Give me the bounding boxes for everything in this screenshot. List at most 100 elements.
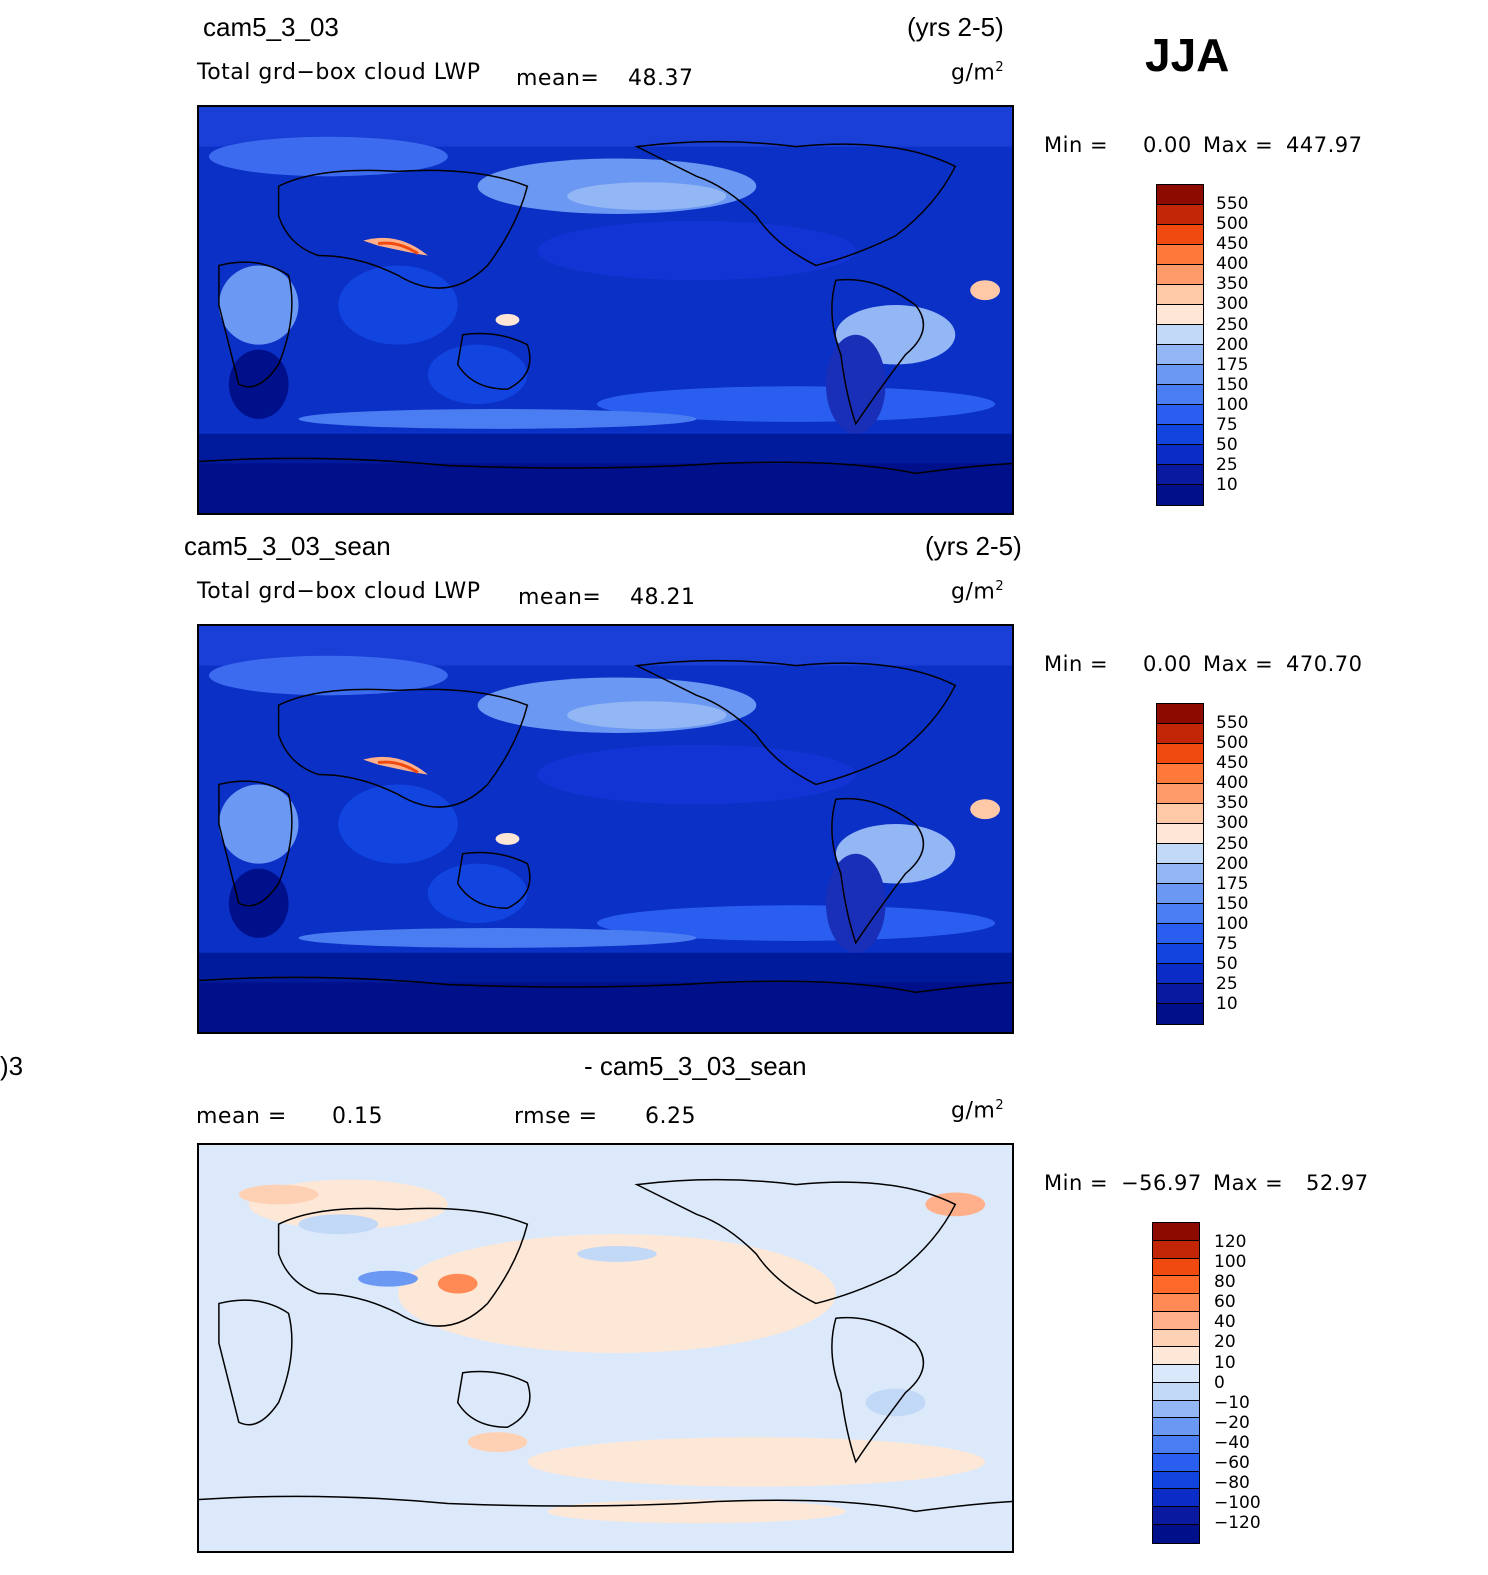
panel3-map-svg <box>199 1145 1012 1551</box>
colorbar-level-label: 50 <box>1216 954 1238 975</box>
colorbar-level-label: 150 <box>1216 893 1249 914</box>
colorbar-segment <box>1157 225 1203 245</box>
colorbar-level-label: 10 <box>1216 994 1238 1015</box>
colorbar-level-label: 200 <box>1216 334 1249 355</box>
colorbar-level-label: 150 <box>1216 374 1249 395</box>
colorbar-segment <box>1157 245 1203 265</box>
panel3-rmse-value: 6.25 <box>645 1104 696 1129</box>
colorbar-segment <box>1157 904 1203 924</box>
colorbar-level-label: −10 <box>1214 1392 1250 1413</box>
panel1-map <box>197 105 1014 515</box>
colorbar-segment <box>1153 1418 1199 1437</box>
colorbar-segment <box>1153 1240 1199 1259</box>
colorbar-level-label: 250 <box>1216 833 1249 854</box>
colorbar-level-label: 40 <box>1214 1312 1236 1333</box>
colorbar-level-label: 60 <box>1214 1292 1236 1313</box>
colorbar-level-label: −40 <box>1214 1432 1250 1453</box>
colorbar-segment <box>1153 1294 1199 1312</box>
colorbar-level-label: 500 <box>1216 214 1249 235</box>
colorbar-segment <box>1157 884 1203 904</box>
season-title: JJA <box>1145 29 1230 81</box>
colorbar-segment <box>1157 964 1203 984</box>
panel2-case-name: cam5_3_03_sean <box>184 531 391 561</box>
panel3-min-value: −56.97 <box>1121 1171 1202 1195</box>
colorbar-level-label: 75 <box>1216 415 1238 436</box>
panel2-units: g/m2 <box>951 579 1005 605</box>
colorbar-segment <box>1157 724 1203 744</box>
colorbar-level-label: 300 <box>1216 294 1249 315</box>
colorbar-segment <box>1157 485 1203 505</box>
colorbar-segment <box>1153 1382 1199 1401</box>
panel3-case-left: )3 <box>0 1051 24 1081</box>
colorbar-level-label: 25 <box>1216 455 1238 476</box>
colorbar-segment <box>1157 325 1203 345</box>
colorbar-segment <box>1157 425 1203 445</box>
colorbar-level-label: 10 <box>1216 475 1238 496</box>
colorbar-segment <box>1153 1258 1199 1277</box>
colorbar-segment <box>1157 285 1203 305</box>
panel2-colorbar-labels: 550 500 450 400 350 300 250 200 175 150 100 75 50 25 1… <box>1216 713 1248 1014</box>
colorbar-segment <box>1157 205 1203 225</box>
colorbar-level-label: 550 <box>1216 713 1249 733</box>
colorbar-segment <box>1153 1276 1199 1295</box>
colorbar-segment <box>1157 744 1203 764</box>
colorbar-segment <box>1153 1436 1199 1454</box>
colorbar-segment <box>1153 1400 1199 1419</box>
colorbar-level-label: 80 <box>1214 1272 1236 1293</box>
panel2-max-value: 470.70 <box>1286 652 1363 676</box>
panel3-colorbar <box>1152 1222 1200 1544</box>
colorbar-level-label: 0 <box>1214 1372 1225 1393</box>
panel2-mean-label: mean= <box>518 585 602 610</box>
colorbar-level-label: 120 <box>1214 1232 1247 1252</box>
panel3-rmse-label: rmse = <box>514 1104 598 1129</box>
panel1-variable: Total grd−box cloud LWP <box>197 60 481 85</box>
colorbar-level-label: 100 <box>1216 913 1249 934</box>
panel3-case-name: - cam5_3_03_sean <box>584 1051 807 1081</box>
colorbar-level-label: 50 <box>1216 435 1238 456</box>
panel3-units: g/m2 <box>951 1098 1005 1124</box>
panel1-years: (yrs 2-5) <box>907 12 1004 42</box>
colorbar-segment <box>1157 265 1203 285</box>
colorbar-segment <box>1153 1329 1199 1348</box>
colorbar-segment <box>1157 185 1203 205</box>
colorbar-level-label: 75 <box>1216 934 1238 955</box>
panel3-map <box>197 1143 1014 1553</box>
panel2-max-label: Max = <box>1203 652 1274 676</box>
panel1-colorbar-labels: 550 500 450 400 350 300 250 200 175 150 100 75 50 25 1… <box>1216 194 1248 495</box>
colorbar-segment <box>1157 804 1203 824</box>
panel1-units: g/m2 <box>951 60 1005 86</box>
panel1-colorbar <box>1156 184 1204 506</box>
colorbar-segment <box>1157 385 1203 405</box>
colorbar-segment <box>1153 1471 1199 1490</box>
colorbar-segment <box>1157 365 1203 385</box>
panel2-colorbar <box>1156 703 1204 1025</box>
panel1-min-value: 0.00 <box>1143 133 1192 157</box>
colorbar-segment <box>1153 1525 1199 1543</box>
panel3-mean-label: mean = <box>196 1104 287 1129</box>
colorbar-level-label: 100 <box>1214 1252 1247 1273</box>
colorbar-segment <box>1157 1004 1203 1024</box>
colorbar-segment <box>1153 1453 1199 1472</box>
panel1-map-svg <box>199 107 1012 513</box>
colorbar-level-label: −120 <box>1214 1513 1261 1534</box>
colorbar-level-label: 350 <box>1216 793 1249 814</box>
panel2-years: (yrs 2-5) <box>925 531 1022 561</box>
colorbar-segment <box>1153 1489 1199 1508</box>
colorbar-segment <box>1157 844 1203 864</box>
panel1-min-label: Min = <box>1044 133 1109 157</box>
colorbar-segment <box>1153 1347 1199 1366</box>
colorbar-segment <box>1157 764 1203 784</box>
colorbar-level-label: 175 <box>1216 354 1249 375</box>
panel2-variable: Total grd−box cloud LWP <box>197 579 481 604</box>
colorbar-segment <box>1153 1365 1199 1383</box>
colorbar-segment <box>1157 864 1203 884</box>
colorbar-level-label: 400 <box>1216 773 1249 794</box>
panel3-min-label: Min = <box>1044 1171 1109 1195</box>
colorbar-level-label: 350 <box>1216 274 1249 295</box>
colorbar-segment <box>1153 1507 1199 1526</box>
colorbar-segment <box>1157 405 1203 425</box>
colorbar-segment <box>1157 984 1203 1004</box>
panel2-min-value: 0.00 <box>1143 652 1192 676</box>
panel2-map-svg <box>199 626 1012 1032</box>
panel3-mean-value: 0.15 <box>332 1104 383 1129</box>
